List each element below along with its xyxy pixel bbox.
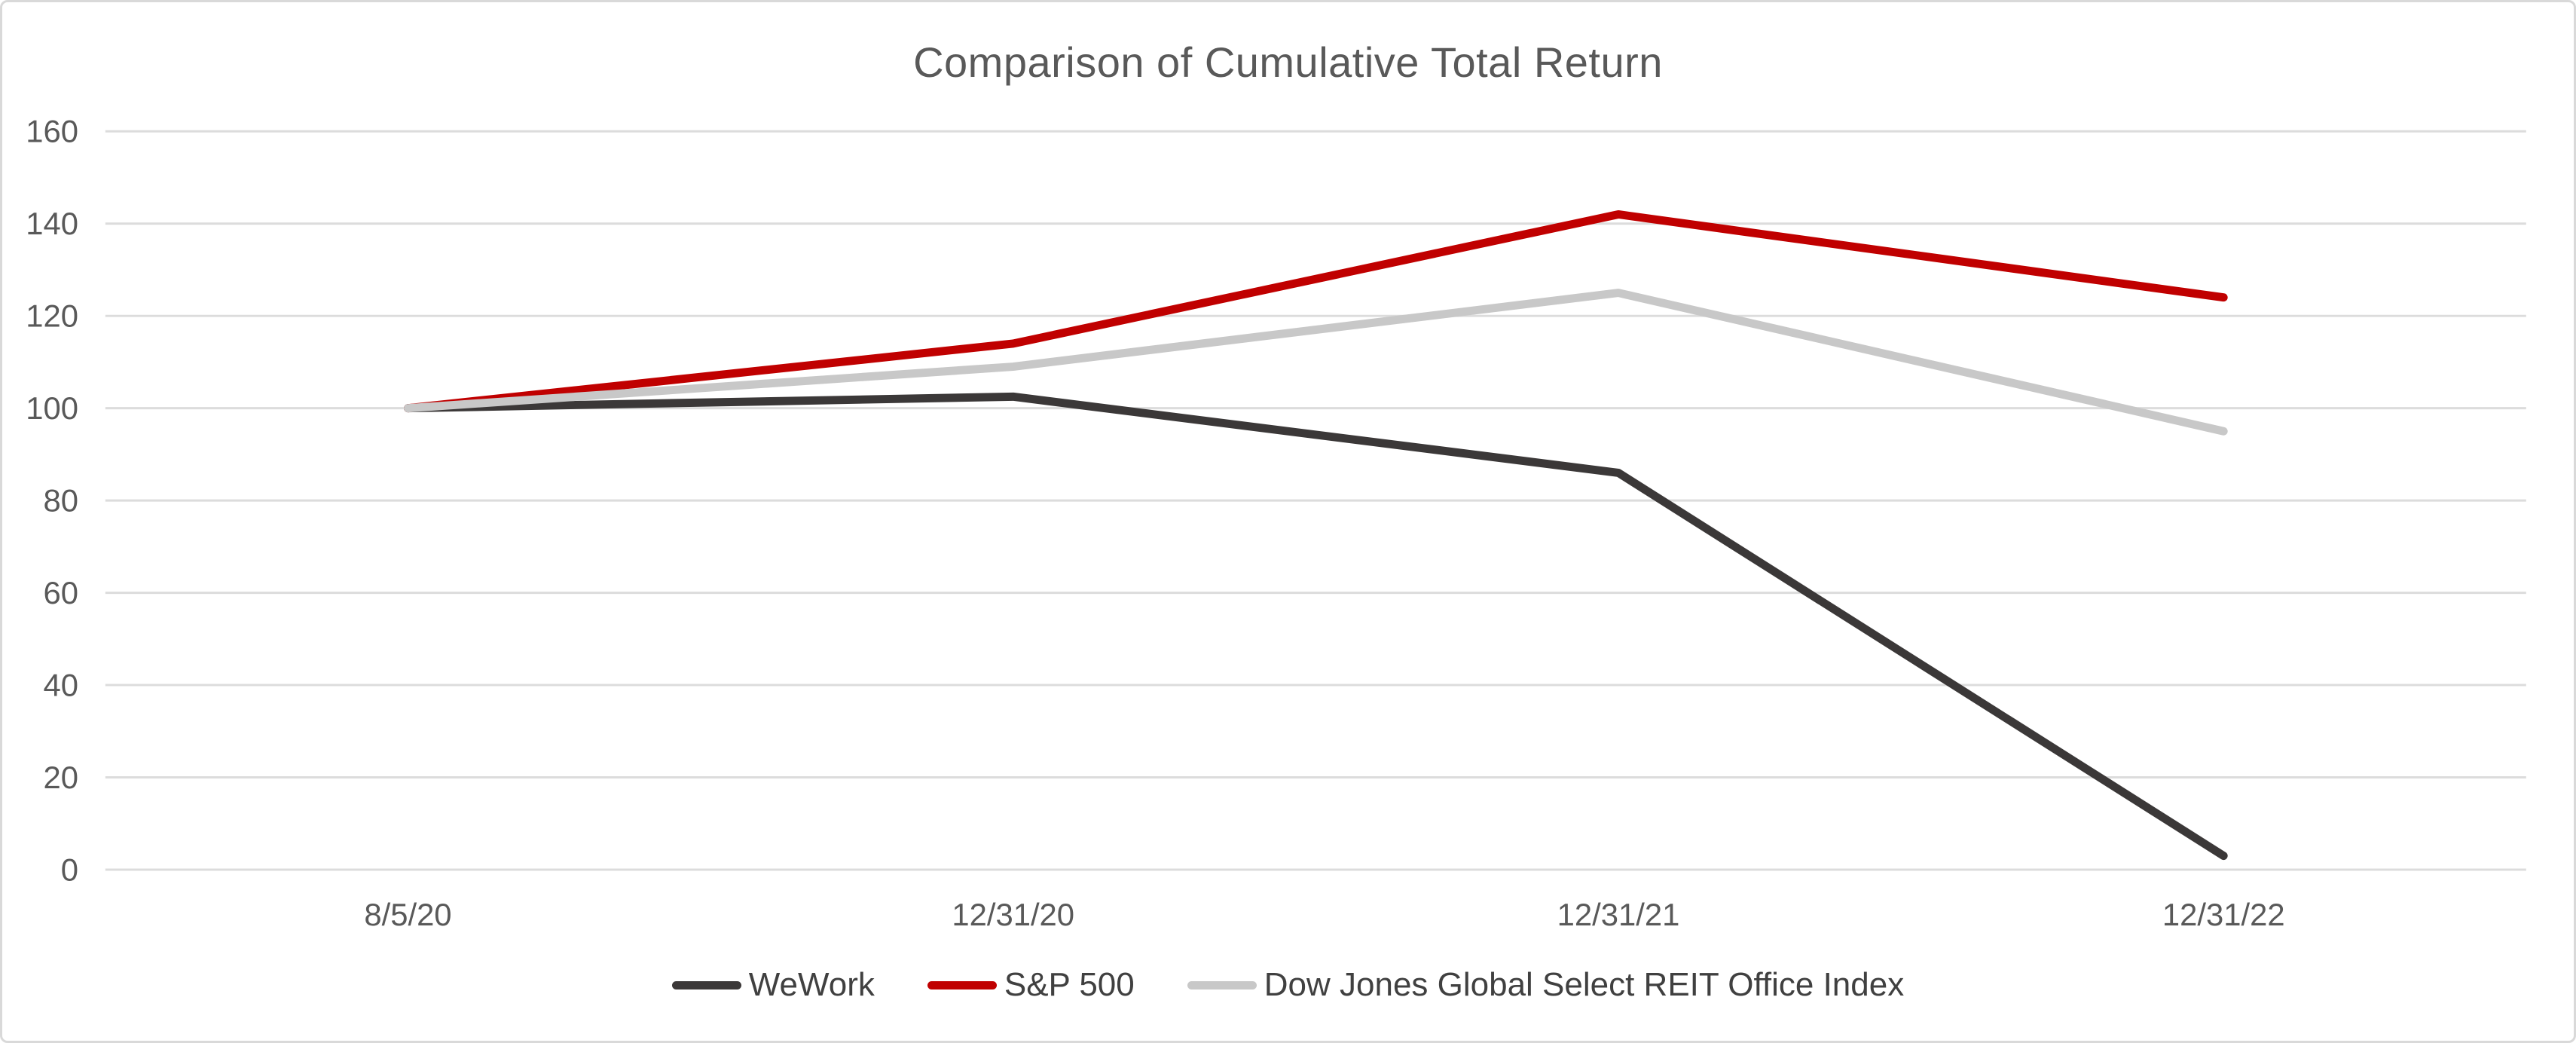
- x-axis-tick-label: 12/31/20: [952, 897, 1074, 932]
- series-line-dow-jones-global-select-reit-office-index: [403, 289, 2228, 436]
- legend-line-marker-s-p-500: [927, 980, 997, 989]
- legend-item-wework: WeWork: [671, 965, 875, 1005]
- legend-line-marker-wework: [671, 980, 741, 989]
- y-axis-tick-label: 60: [43, 575, 78, 610]
- y-axis-tick-label: 100: [26, 390, 78, 426]
- legend-label-dow-jones-global-select-reit-office-index: Dow Jones Global Select REIT Office Inde…: [1264, 966, 1905, 1003]
- y-axis-tick-label: 140: [26, 206, 78, 241]
- legend-label-wework: WeWork: [748, 966, 875, 1003]
- chart-legend: WeWork S&P 500 Dow Jones Global Select REI…: [2, 965, 2574, 1005]
- x-axis-tick-label: 12/31/22: [2162, 897, 2285, 932]
- x-axis-tick-label: 12/31/21: [1557, 897, 1680, 932]
- legend-label-s-p-500: S&P 500: [1004, 966, 1135, 1003]
- y-axis-tick-label: 80: [43, 483, 78, 518]
- legend-line-marker-dow-jones-global-select-reit-office-index: [1187, 980, 1257, 989]
- chart-title: Comparison of Cumulative Total Return: [913, 38, 1663, 86]
- series-line-s-p-500: [403, 210, 2228, 413]
- x-axis-tick-label: 8/5/20: [364, 897, 451, 932]
- y-axis-tick-label: 40: [43, 668, 78, 703]
- y-axis-tick-label: 120: [26, 298, 78, 334]
- legend-item-s-p-500: S&P 500: [927, 965, 1135, 1005]
- y-axis-tick-label: 160: [26, 114, 78, 149]
- y-axis-tick-label: 0: [61, 852, 78, 887]
- y-axis-tick-label: 20: [43, 760, 78, 795]
- series-line-wework: [403, 392, 2228, 861]
- legend-item-dow-jones-global-select-reit-office-index: Dow Jones Global Select REIT Office Inde…: [1187, 965, 1904, 1005]
